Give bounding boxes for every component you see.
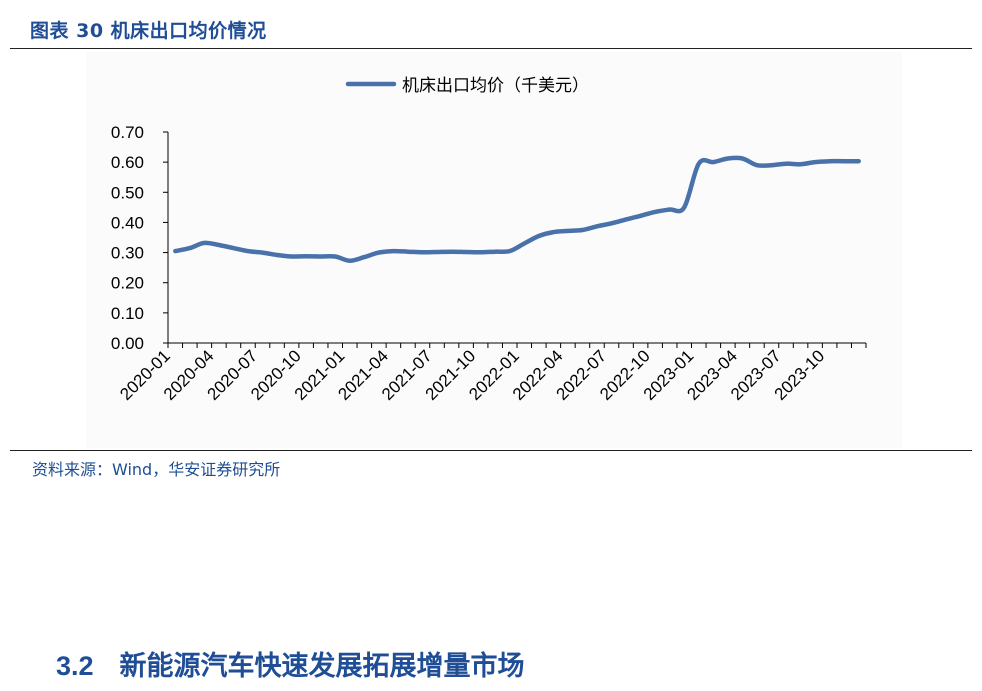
y-tick-label: 0.30 [111,244,144,263]
legend-label: 机床出口均价（千美元） [402,76,589,96]
section-title: 新能源汽车快速发展拓展增量市场 [119,651,525,682]
y-tick-label: 0.00 [111,334,144,353]
chart-area: 0.00 0.10 0.20 0.30 0.40 0.50 0.60 0.70 2020-01 2… [86,52,902,448]
top-rule [10,48,972,49]
y-tick-label: 0.70 [111,123,144,142]
figure-title: 图表 30 机床出口均价情况 [30,20,267,42]
bottom-rule [10,450,972,451]
y-tick-label: 0.60 [111,153,144,172]
y-tick-label: 0.50 [111,183,144,202]
section-number: 3.2 [56,651,94,681]
y-tick-label: 0.40 [111,213,144,232]
series-line [173,155,861,263]
y-tick-label: 0.10 [111,304,144,323]
line-chart: 0.000.100.200.300.400.500.600.702020-012… [111,76,867,404]
y-tick-label: 0.20 [111,274,144,293]
section-heading: 3.2 新能源汽车快速发展拓展增量市场 [56,644,525,683]
source-note: 资料来源：Wind，华安证券研究所 [32,460,281,479]
